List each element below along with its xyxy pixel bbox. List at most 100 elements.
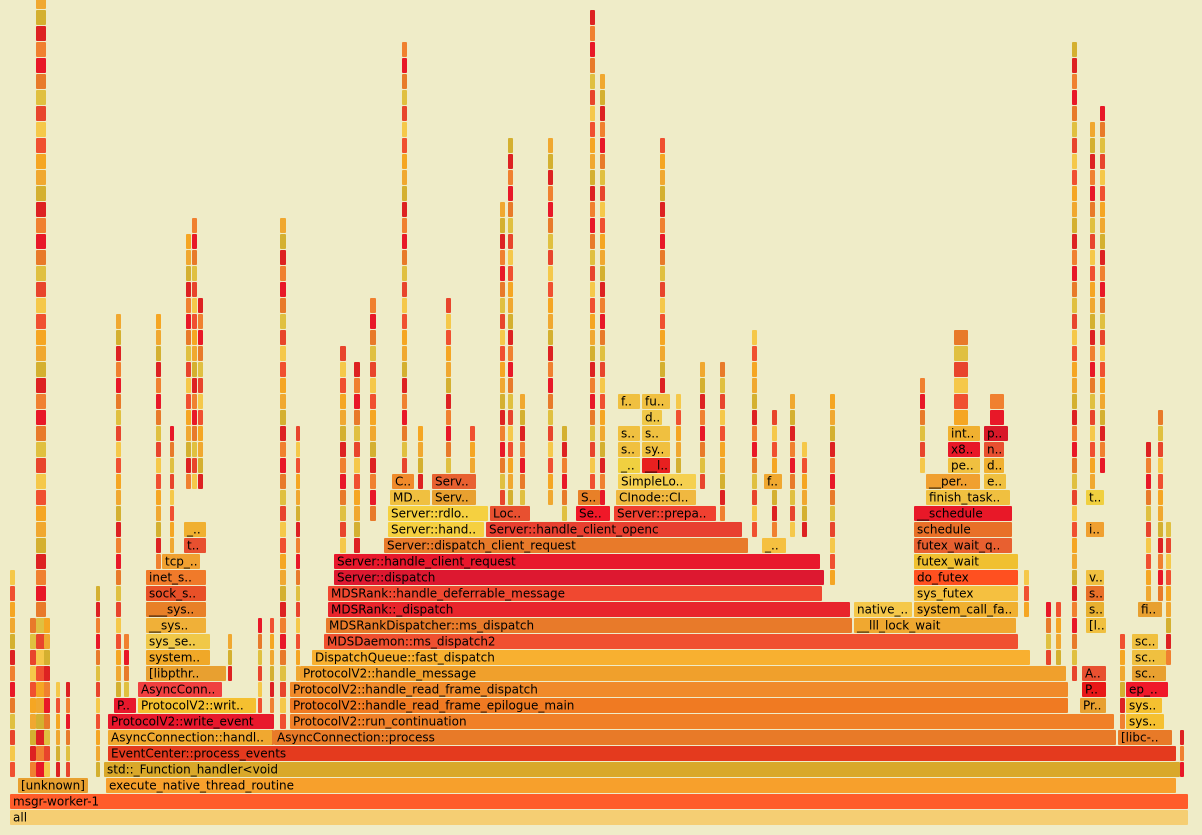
- frame: [1072, 234, 1077, 249]
- frame: [186, 298, 191, 313]
- frame: [280, 282, 286, 297]
- frame-label: sys..: [1129, 715, 1156, 729]
- frame: [186, 442, 191, 457]
- frame: [790, 426, 795, 441]
- frame: [156, 394, 161, 409]
- frame: std::_Function_handler<void: [104, 762, 1180, 777]
- frame: AsyncConnection::process: [274, 730, 1116, 745]
- frame: [1158, 586, 1163, 601]
- frame-label: sock_s..: [149, 587, 196, 601]
- frame-box: [854, 618, 1016, 633]
- frame: [446, 346, 451, 361]
- frame: [66, 714, 70, 729]
- frame-box: [146, 570, 206, 585]
- frame: AsyncConn..: [138, 682, 222, 697]
- frame: [446, 426, 451, 441]
- frame: do_futex: [914, 570, 1018, 585]
- frame: [1100, 250, 1105, 265]
- frame: [402, 74, 407, 89]
- frame: [660, 250, 665, 265]
- frame-label: tcp_..: [165, 555, 198, 569]
- frame-box: [490, 506, 530, 521]
- frame: [548, 282, 553, 297]
- frame-label: [l..: [1089, 619, 1105, 633]
- frame: [590, 58, 595, 73]
- frame: [116, 602, 121, 617]
- frame: [1090, 474, 1095, 489]
- frame: [1072, 138, 1077, 153]
- frame: [156, 554, 161, 569]
- frame-box: [432, 490, 476, 505]
- frame: [124, 634, 129, 649]
- frame-label: v..: [1089, 571, 1103, 585]
- frame: [116, 634, 121, 649]
- frame: [192, 314, 197, 329]
- frame: [296, 490, 300, 505]
- frame: [508, 314, 513, 329]
- frame: [192, 458, 197, 473]
- frame: n..: [984, 442, 1004, 457]
- frame: [36, 330, 46, 345]
- frame: t..: [184, 538, 206, 553]
- frame-label: fu..: [645, 395, 664, 409]
- frame: [402, 330, 407, 345]
- frame: [116, 618, 121, 633]
- frame: [96, 698, 100, 713]
- frame-label: d..: [987, 459, 1002, 473]
- frame: [1090, 442, 1095, 457]
- frame: [1158, 522, 1163, 537]
- frame: [296, 474, 300, 489]
- frame: [920, 394, 925, 409]
- frame: [30, 618, 36, 633]
- frame: [700, 442, 705, 457]
- frame: [56, 730, 60, 745]
- frame-box: [114, 698, 136, 713]
- frame: [590, 250, 595, 265]
- frame-box: [1132, 666, 1166, 681]
- frame: [36, 458, 46, 473]
- frame: [830, 538, 835, 553]
- frame: [470, 426, 475, 441]
- frame: [1090, 410, 1095, 425]
- frame-box: [388, 522, 484, 537]
- frame: [418, 426, 423, 441]
- frame: [36, 250, 46, 265]
- frame: DispatchQueue::fast_dispatch: [312, 650, 1030, 665]
- frame: [10, 714, 15, 729]
- frame-box: [616, 490, 696, 505]
- frame: [56, 714, 60, 729]
- frame: [590, 42, 595, 57]
- frame: [752, 506, 757, 521]
- frame: [44, 730, 50, 745]
- frame: [340, 442, 346, 457]
- frame: [1158, 426, 1163, 441]
- frame-label: ProtocolV2::handle_read_frame_dispatch: [293, 683, 538, 697]
- frame: [116, 506, 121, 521]
- frame: [170, 458, 174, 473]
- frame: [1072, 394, 1077, 409]
- frame: [1072, 42, 1077, 57]
- frame: [402, 282, 407, 297]
- frame: [600, 218, 605, 233]
- frame: [192, 330, 197, 345]
- frame: [500, 394, 505, 409]
- frame: [36, 170, 46, 185]
- frame: [1100, 410, 1105, 425]
- frame: s..: [642, 426, 670, 441]
- frame: [280, 506, 286, 521]
- frame-label: ProtocolV2::writ..: [141, 699, 244, 713]
- frame: [720, 458, 725, 473]
- frame: [1024, 586, 1029, 601]
- frame: [1072, 106, 1077, 121]
- frame: [280, 714, 286, 729]
- frame: [1072, 58, 1077, 73]
- frame: sys_se..: [146, 634, 210, 649]
- frame: [548, 266, 553, 281]
- frame-box: [328, 602, 850, 617]
- frame: __schedule: [914, 506, 1012, 521]
- frame-label: Server::handle_client_request: [337, 555, 516, 569]
- frame: [700, 474, 705, 489]
- frame: [752, 330, 757, 345]
- frame: futex_wait: [914, 554, 1018, 569]
- frame: [590, 218, 595, 233]
